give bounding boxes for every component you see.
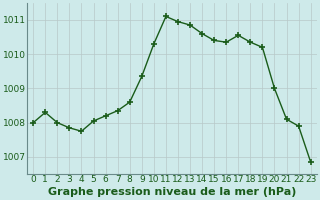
X-axis label: Graphe pression niveau de la mer (hPa): Graphe pression niveau de la mer (hPa) (48, 187, 296, 197)
